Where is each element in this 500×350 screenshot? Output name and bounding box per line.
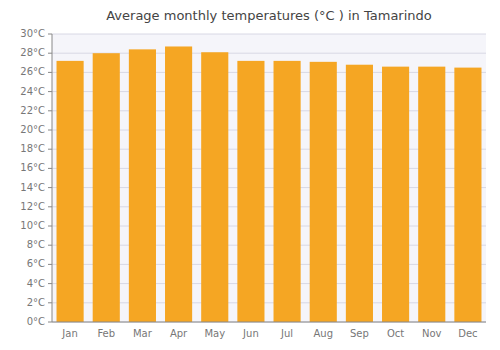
y-tick [48,264,52,265]
y-tick-label: 30°C [20,28,45,39]
x-tick-label: Oct [387,328,404,339]
y-tick [48,226,52,227]
y-tick-label: 6°C [27,258,45,269]
y-tick [48,206,52,207]
grid-line [52,34,486,35]
bar [129,49,156,322]
y-tick [48,302,52,303]
bars [57,46,482,322]
y-tick-label: 10°C [20,220,45,231]
bar [201,52,228,322]
x-tick-label: Jan [61,328,77,339]
y-tick [48,130,52,131]
x-tick-label: Nov [422,328,442,339]
y-tick-label: 14°C [20,182,45,193]
x-tick-label: Feb [97,328,115,339]
y-tick [48,72,52,73]
plot-background [52,34,486,322]
bar [418,67,445,322]
y-tick [48,149,52,150]
x-tick-label: Apr [170,328,188,339]
x-tick-label: Aug [313,328,333,339]
y-tick [48,245,52,246]
y-tick-label: 4°C [27,278,45,289]
y-tick [48,168,52,169]
bar [165,46,192,322]
y-tick-label: 24°C [20,86,45,97]
y-tick-label: 12°C [20,201,45,212]
y-tick-label: 0°C [27,316,45,327]
bar [346,65,373,322]
x-axis-line [52,322,486,323]
y-tick [48,53,52,54]
y-tick [48,34,52,35]
grid-line [52,322,486,323]
bar [310,62,337,322]
x-tick-label: Mar [133,328,153,339]
x-tick-label: Sep [350,328,369,339]
chart-container: 0°C 2°C 4°C 6°C 8°C 10°C 12°C 14°C 16°C 18°C 20°C 2… [0,0,500,350]
y-tick-label: 18°C [20,143,45,154]
y-tick-label: 22°C [20,105,45,116]
bar [454,68,481,322]
x-tick-label: Jul [280,328,293,339]
bar [382,67,409,322]
y-tick-label: 2°C [27,297,45,308]
bar [274,61,301,322]
x-tick-label: May [204,328,225,339]
y-tick [48,110,52,111]
x-tick-label: Jun [242,328,259,339]
bar [237,61,264,322]
y-tick [48,187,52,188]
y-tick [48,322,52,323]
y-tick-label: 28°C [20,47,45,58]
page: {"chart_data": {"type": "bar", "title": … [0,0,500,350]
chart-svg: 0°C 2°C 4°C 6°C 8°C 10°C 12°C 14°C 16°C 18°C 20°C 2… [0,0,500,350]
y-tick [48,283,52,284]
y-tick-label: 16°C [20,162,45,173]
bar [57,61,84,322]
y-tick-label: 20°C [20,124,45,135]
chart-title: Average monthly temperatures (°C ) in Ta… [106,8,432,23]
y-tick-label: 26°C [20,66,45,77]
x-tick-label: Dec [458,328,477,339]
y-tick [48,91,52,92]
y-axis-line [52,34,53,322]
y-tick-label: 8°C [27,239,45,250]
bar [93,53,120,322]
